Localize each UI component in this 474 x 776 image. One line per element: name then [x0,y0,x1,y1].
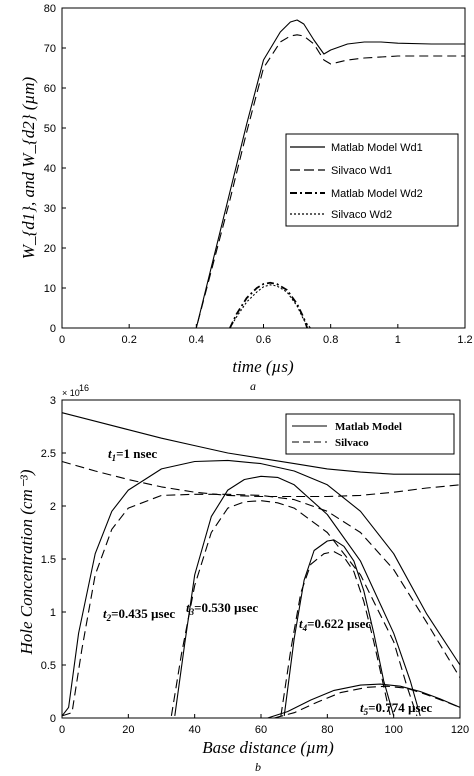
legend-label-matlab-model: Matlab Model [335,421,402,433]
series-line-t1-1-nsec-matlab-model [61,412,460,475]
annotation-t1-base: t [108,446,112,461]
series-line-matlab-model-wd1 [62,19,465,329]
x-tick-label: 20 [122,724,134,736]
tick-marks-b: 0 20 40 60 80 100 120 0 0.5 1 1.5 2 2.5 3 [41,395,469,736]
y-tick-label: 30 [44,203,56,215]
y-tick-label: 2.5 [41,448,56,460]
legend-a: Matlab Model Wd1 Silvaco Wd1 Matlab Mode… [285,133,459,227]
series-line-silvaco-wd1 [62,34,465,329]
x-tick-label: 100 [384,724,402,736]
annotation-t5-text: =0.774 µsec [368,700,432,715]
series-line-silvaco-wd2 [229,284,311,329]
series-lines-b [61,412,461,719]
annotation-t3-base: t [186,600,190,615]
annotation-t5-base: t [360,700,364,715]
y-tick-label: 2 [50,501,56,513]
series-line-t2-0-435-sec-silvaco [61,493,461,717]
annotation-t4-sub: 4 [302,623,308,633]
y-tick-label: 80 [44,3,56,15]
x-axis-label-a: time (µs) [232,357,294,376]
series-line-t1-1-nsec-silvaco [61,460,461,498]
legend-label-matlab-wd2: Matlab Model Wd2 [331,188,423,200]
y-axis-label-a: W_{d1}, and W_{d2} (µm) [19,76,38,259]
annotation-t4-base: t [299,616,303,631]
series-line-matlab-model-wd2 [229,281,309,329]
y-tick-label: 1.5 [41,554,56,566]
annotation-t1: t1=1 nsec [108,446,157,463]
x-tick-label: 60 [255,724,267,736]
x-tick-label: 0.2 [122,334,137,346]
y-tick-label: 10 [44,283,56,295]
x-tick-label: 1 [395,334,401,346]
series-line-t2-0-435-sec-matlab-model [61,459,461,717]
annotation-t1-text: =1 nsec [116,446,157,461]
x-tick-label: 40 [189,724,201,736]
legend-label-silvaco-wd2: Silvaco Wd2 [331,209,392,221]
legend-b: Matlab Model Silvaco [285,413,455,455]
series-line-t5-0-774-sec-silvaco [274,685,461,719]
annotation-t2: t2=0.435 µsec [103,606,175,623]
series-line-t5-0-774-sec-matlab-model [267,683,461,719]
x-tick-label: 0.4 [189,334,204,346]
series-line-t4-0-622-sec-matlab-model [283,539,395,717]
chart-panel-a: 0 0.2 0.4 0.6 0.8 1 1.2 0 10 20 30 40 50 60 70 80 Matla… [19,3,473,393]
y-tick-label: 3 [50,395,56,407]
annotation-t2-sub: 2 [106,613,112,623]
annotation-t2-text: =0.435 µsec [111,606,175,621]
y-axis-label-b: Hole Concentration (cm⁻³) [17,469,36,655]
annotation-t3-sub: 3 [189,607,195,617]
legend-box-a [285,133,459,227]
annotation-t3: t3=0.530 µsec [186,600,258,617]
x-tick-label: 0.6 [256,334,271,346]
annotation-t4-text: =0.622 µsec [307,616,371,631]
x-tick-label: 0.8 [323,334,338,346]
x-tick-label: 80 [321,724,333,736]
y-tick-label: 0.5 [41,660,56,672]
legend-label-silvaco-wd1: Silvaco Wd1 [331,165,392,177]
y-tick-label: 0 [50,323,56,335]
annotation-t1-sub: 1 [112,453,117,463]
y-scale-exponent: 16 [79,383,89,393]
annotation-t3-text: =0.530 µsec [194,600,258,615]
chart-panel-b: × 10 16 0 20 40 60 80 100 120 0 0.5 1 1.5 2 2.5 3 Mat… [17,383,469,774]
caption-a: a [250,379,256,393]
annotation-t2-base: t [103,606,107,621]
y-tick-label: 0 [50,713,56,725]
annotation-t4: t4=0.622 µsec [299,616,371,633]
y-tick-label: 20 [44,243,56,255]
y-tick-label: 1 [50,607,56,619]
tick-marks-a: 0 0.2 0.4 0.6 0.8 1 1.2 0 10 20 30 40 50 60 70 80 [44,3,473,346]
y-tick-label: 40 [44,163,56,175]
series-line-t4-0-622-sec-silvaco [280,551,391,717]
caption-b: b [255,760,261,774]
y-tick-label: 50 [44,123,56,135]
annotation-t5-sub: 5 [364,707,369,717]
y-tick-label: 60 [44,83,56,95]
legend-label-silvaco: Silvaco [335,437,369,449]
legend-label-matlab-wd1: Matlab Model Wd1 [331,142,423,154]
series-line-t3-0-530-sec-silvaco [170,500,418,717]
y-scale-multiplier: × 10 [62,388,80,398]
series-lines-a [62,19,465,329]
series-line-t3-0-530-sec-matlab-model [174,475,421,717]
legend-box-b [285,413,455,455]
x-tick-label: 120 [451,724,469,736]
x-axis-label-b: Base distance (µm) [202,738,334,757]
annotation-t5: t5=0.774 µsec [360,700,432,717]
x-tick-label: 0 [59,334,65,346]
y-tick-label: 70 [44,43,56,55]
x-tick-label: 0 [59,724,65,736]
x-tick-label: 1.2 [457,334,472,346]
